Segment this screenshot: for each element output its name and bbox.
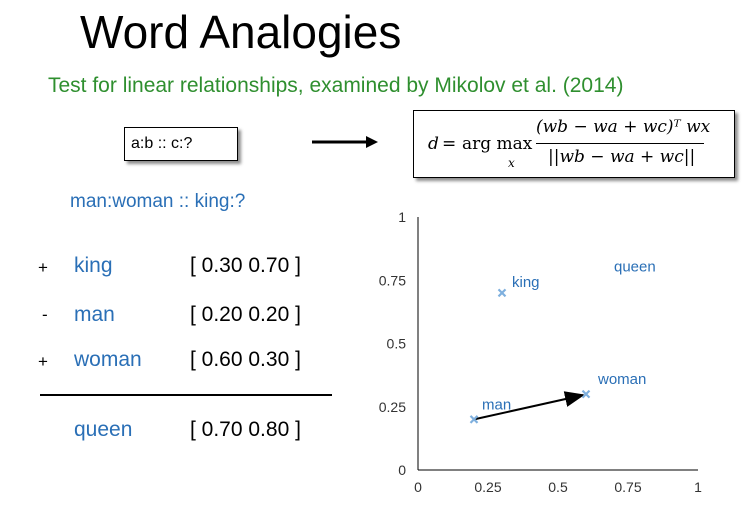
y-tick-label: 0.5 — [387, 336, 407, 352]
row-word: king — [74, 254, 113, 277]
y-tick-label: 0.75 — [379, 272, 406, 288]
x-tick-label: 0.5 — [548, 479, 568, 495]
y-tick-label: 0 — [398, 462, 406, 478]
formula-numerator: (wb − wa + wc)ᵀ wx — [536, 117, 711, 137]
result-word: queen — [74, 418, 133, 441]
point-marker — [497, 288, 507, 298]
right-arrow-icon — [312, 136, 378, 148]
formula-denominator: ||wb − wa + wc|| — [548, 147, 696, 167]
row-sign: + — [38, 258, 48, 277]
row-vector: [ 0.20 0.20 ] — [190, 303, 301, 326]
result-vector: [ 0.70 0.80 ] — [190, 418, 301, 441]
slide-title: Word Analogies — [80, 6, 402, 58]
formula-lhs: d — [428, 134, 439, 154]
row-word: man — [74, 303, 115, 326]
y-tick-label: 0.25 — [379, 399, 406, 415]
formula-box: d = arg max x (wb − wa + wc)ᵀ wx ||wb − … — [413, 110, 735, 178]
vector-arrow — [473, 391, 585, 421]
y-tick-label: 1 — [398, 209, 406, 225]
point-label: man — [482, 396, 511, 413]
example-analogy: man:woman :: king:? — [70, 191, 246, 212]
row-sign: - — [42, 305, 48, 324]
fraction-bar — [536, 143, 704, 144]
point-marker — [469, 415, 479, 424]
x-tick-label: 0.75 — [614, 479, 641, 495]
scatter-chart: 0 0.25 0.5 0.75 1 0 0.25 0.5 0.75 1 king man woman qu… — [379, 209, 702, 495]
x-tick-label: 1 — [694, 479, 702, 495]
row-sign: + — [38, 352, 48, 371]
row-vector: [ 0.60 0.30 ] — [190, 348, 301, 371]
x-tick-label: 0.25 — [474, 479, 501, 495]
point-label: woman — [597, 371, 646, 388]
formula-subscript: x — [508, 156, 515, 170]
formula-operator: arg max — [462, 134, 533, 154]
formula-equals: = — [442, 134, 457, 154]
row-word: woman — [74, 348, 142, 371]
point-label: queen — [614, 259, 656, 276]
slide-subtitle: Test for linear relationships, examined … — [48, 74, 624, 97]
sum-divider — [40, 394, 332, 396]
row-vector: [ 0.30 0.70 ] — [190, 254, 301, 277]
x-tick-label: 0 — [414, 479, 422, 495]
analogy-box: a:b :: c:? — [124, 127, 238, 161]
point-label: king — [512, 274, 540, 291]
point-marker — [581, 389, 591, 399]
